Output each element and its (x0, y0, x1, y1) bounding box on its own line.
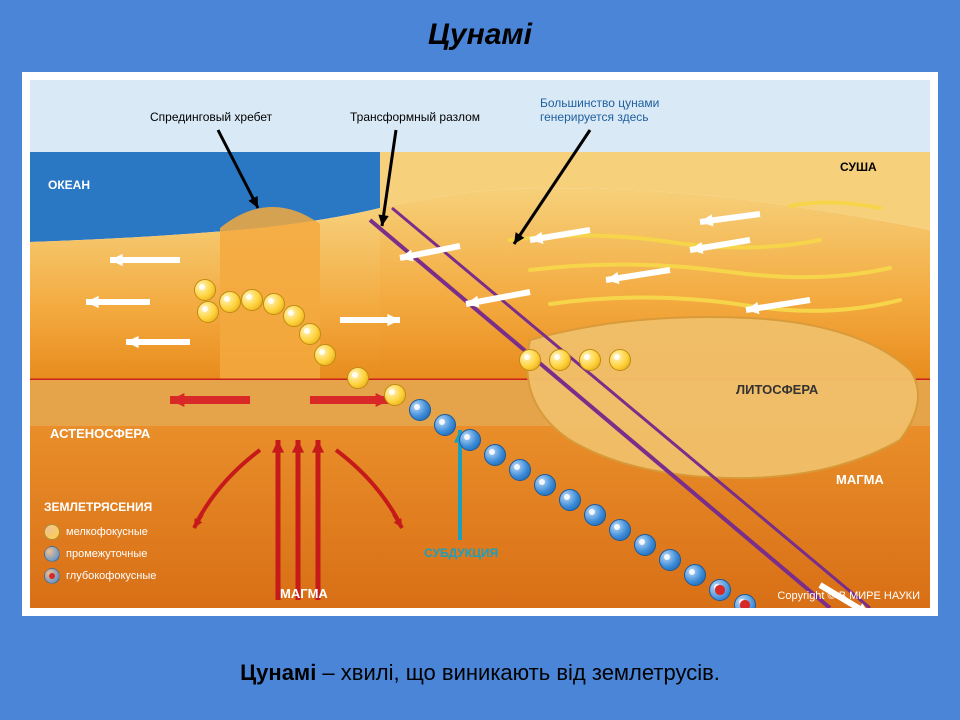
diagram-frame: ОКЕАН Спрединговый хребет Трансформный раз… (22, 72, 938, 616)
region-label-магма: МАГМА (274, 584, 334, 603)
diagram: ОКЕАН Спрединговый хребет Трансформный раз… (30, 80, 930, 608)
earthquake-focus-blue (484, 444, 506, 466)
earthquake-focus-blue (659, 549, 681, 571)
label-спрединговый-хребет: Спрединговый хребет (150, 110, 272, 124)
earthquake-focus-yellow (299, 323, 321, 345)
caption-definition: – хвилі, що виникають від землетрусів. (316, 660, 720, 685)
earthquake-focus-yellow (194, 279, 216, 301)
earthquake-focus-yellow (384, 384, 406, 406)
slide: Цунамі ОКЕАН Спрединговый хребет Трансформ… (0, 0, 960, 720)
earthquake-focus-blue (434, 414, 456, 436)
earthquake-focus-blue (459, 429, 481, 451)
earthquake-focus-deep (709, 579, 731, 601)
label-трансформный-разлом: Трансформный разлом (350, 110, 480, 124)
earthquake-focus-yellow (314, 344, 336, 366)
legend-item-intermediate: промежуточные (44, 546, 147, 562)
label-суша: СУША (840, 160, 877, 174)
earthquake-focus-blue (559, 489, 581, 511)
earthquake-focus-blue (634, 534, 656, 556)
legend-item-shallow: мелкофокусные (44, 524, 148, 540)
earthquake-focus-yellow (219, 291, 241, 313)
legend-item-deep: глубокофокусные (44, 568, 156, 584)
label-большинство-цунами: Большинство цунами (540, 96, 659, 110)
slide-title: Цунамі (0, 18, 960, 52)
label-генерируется-здесь: генерируется здесь (540, 110, 649, 124)
earthquake-focus-blue (609, 519, 631, 541)
earthquake-focus-yellow (283, 305, 305, 327)
label-subduction: СУБДУКЦИЯ (424, 546, 498, 560)
earthquake-focus-yellow (197, 301, 219, 323)
region-label-магма: МАГМА (830, 470, 890, 489)
region-label-астеносфера: АСТЕНОСФЕРА (44, 424, 156, 443)
legend-title: ЗЕМЛЕТРЯСЕНИЯ (44, 500, 152, 514)
copyright-text: Copyright © В МИРЕ НАУКИ (777, 590, 920, 602)
earthquake-focus-blue (584, 504, 606, 526)
label-океан: ОКЕАН (48, 178, 90, 192)
earthquake-focus-yellow (549, 349, 571, 371)
slide-caption: Цунамі – хвилі, що виникають від землетр… (0, 660, 960, 686)
earthquake-focus-blue (509, 459, 531, 481)
earthquake-focus-yellow (263, 293, 285, 315)
earthquake-focus-blue (684, 564, 706, 586)
earthquake-focus-yellow (579, 349, 601, 371)
earthquake-focus-yellow (241, 289, 263, 311)
earthquake-focus-yellow (519, 349, 541, 371)
caption-term: Цунамі (240, 660, 316, 685)
earthquake-focus-yellow (347, 367, 369, 389)
earthquake-focus-yellow (609, 349, 631, 371)
region-label-литосфера: ЛИТОСФЕРА (730, 380, 824, 399)
earthquake-focus-blue (409, 399, 431, 421)
earthquake-focus-blue (534, 474, 556, 496)
